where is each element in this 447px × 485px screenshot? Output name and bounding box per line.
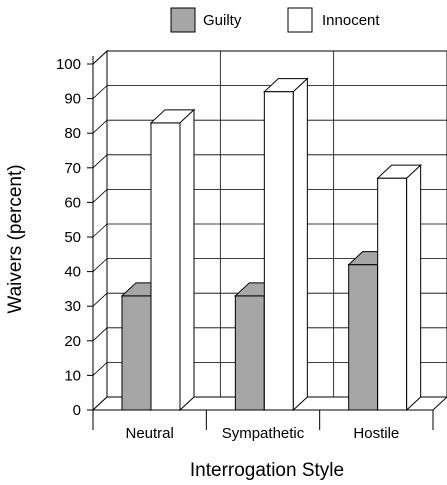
legend-swatch-guilty: [170, 7, 196, 33]
legend-label-innocent: Innocent: [322, 12, 380, 29]
bar-front: [348, 264, 379, 411]
x-tick-label: Hostile: [353, 425, 399, 442]
x-axis-title: Interrogation Style: [190, 460, 344, 481]
gridlines: [92, 50, 447, 397]
legend: Guilty Innocent: [170, 7, 380, 33]
y-tick-label: 90: [64, 91, 81, 108]
bars: [120, 77, 422, 412]
y-tick-label: 100: [56, 56, 81, 73]
bar-front: [121, 295, 152, 411]
bar-front: [377, 177, 408, 411]
y-tick-label: 30: [64, 298, 81, 315]
bar-side: [406, 164, 422, 412]
y-tick-label: 10: [64, 367, 81, 384]
bar-side: [292, 77, 308, 412]
y-tick-label: 50: [64, 229, 81, 246]
bar-side: [179, 108, 195, 412]
labels: 0 10 20 30 40 50 60 70 80 90 100 Neutral Sympathetic…: [56, 56, 399, 442]
x-tick-label: Neutral: [125, 425, 173, 442]
y-tick-label: 0: [73, 402, 81, 419]
x-tick-label: Sympathetic: [222, 425, 305, 442]
legend-swatch-innocent: [287, 7, 313, 33]
y-tick-label: 70: [64, 160, 81, 177]
y-axis-title: Waivers (percent): [5, 164, 26, 313]
bar-innocent-neutral: [149, 108, 196, 412]
y-tick-label: 60: [64, 194, 81, 211]
bar-front: [150, 122, 181, 411]
y-tick-label: 40: [64, 264, 81, 281]
bar-innocent-hostile: [376, 164, 422, 412]
legend-label-guilty: Guilty: [203, 12, 242, 29]
y-tick-label: 20: [64, 333, 81, 350]
bar-innocent-sympathetic: [263, 77, 309, 412]
bar-front: [234, 295, 265, 411]
bar-front: [263, 91, 294, 411]
y-tick-label: 80: [64, 125, 81, 142]
